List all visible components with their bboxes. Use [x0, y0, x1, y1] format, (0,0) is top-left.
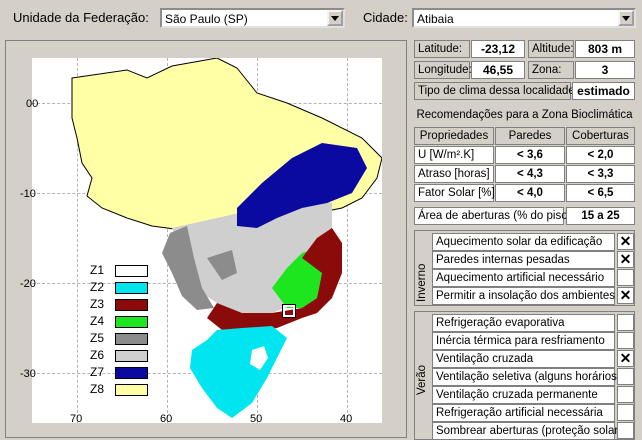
legend-swatch: [115, 265, 148, 277]
lon-tick: 60: [160, 413, 173, 425]
summer-item: Ventilação cruzada permanente: [432, 386, 615, 404]
uf-value: São Paulo (SP): [165, 12, 248, 26]
table-row-roofs: < 2,0: [566, 146, 635, 164]
summer-checkbox[interactable]: [617, 332, 634, 349]
summer-item: Refrigeração artificial necessária: [432, 404, 615, 422]
legend-swatch: [115, 299, 148, 311]
lon-tick: 70: [70, 413, 83, 425]
summer-checkbox[interactable]: [617, 314, 634, 331]
table-row-walls: < 4,3: [495, 165, 565, 183]
lon-tick: 40: [340, 413, 353, 425]
climate-type-value: estimado: [572, 82, 635, 100]
legend-code: Z7: [90, 365, 105, 379]
zone-z5-region: [207, 250, 237, 280]
climate-zone-map: Z1 Z2 Z3 Z4 Z5 Z6 Z7 Z8: [32, 58, 382, 423]
table-row-roofs: < 6,5: [566, 184, 635, 202]
lat-tick: -10: [20, 188, 36, 200]
lat-tick: 00: [26, 98, 39, 110]
summer-checkbox[interactable]: [617, 368, 634, 385]
city-marker: [283, 305, 295, 317]
chevron-down-icon[interactable]: [327, 10, 343, 26]
table-row-prop: U [W/m².K]: [414, 146, 494, 164]
uf-label: Unidade da Federação:: [13, 10, 149, 25]
legend: Z1 Z2 Z3 Z4 Z5 Z6 Z7 Z8: [90, 263, 160, 398]
gridline: [347, 58, 348, 423]
summer-checkbox[interactable]: [617, 386, 634, 403]
zone-z2-region: [190, 326, 287, 418]
summer-checkbox[interactable]: ✕: [617, 350, 634, 367]
lat-tick: -20: [20, 278, 36, 290]
table-row-prop: Fator Solar [%]: [414, 184, 495, 202]
winter-checkbox[interactable]: ✕: [617, 233, 634, 250]
col-header-properties: Propriedades: [414, 127, 494, 145]
longitude-label: Longitude:: [414, 61, 472, 79]
col-header-roofs: Coberturas: [566, 127, 635, 145]
lon-tick: 50: [250, 413, 263, 425]
altitude-value: 803 m: [575, 40, 635, 58]
winter-checkbox[interactable]: ✕: [617, 251, 634, 268]
table-row-roofs: < 3,3: [566, 165, 635, 183]
winter-item: Paredes internas pesadas: [432, 251, 615, 269]
legend-code: Z8: [90, 382, 105, 396]
recommendations-title: Recomendações para a Zona Bioclimática: [414, 107, 635, 125]
summer-item: Sombrear aberturas (proteção solar): [432, 422, 622, 440]
chevron-down-icon[interactable]: [618, 10, 634, 26]
legend-swatch: [115, 350, 148, 362]
legend-code: Z4: [90, 314, 105, 328]
legend-swatch: [115, 316, 148, 328]
winter-checkbox[interactable]: [617, 269, 634, 286]
city-marker-outline: [282, 304, 296, 318]
legend-code: Z6: [90, 348, 105, 362]
brazil-map: [71, 58, 382, 418]
winter-label: Inverno: [416, 263, 428, 302]
zone-z7-region: [237, 143, 367, 228]
zone-z5-region: [162, 226, 214, 310]
openings-value: 15 a 25: [566, 207, 635, 225]
zone-label: Zona:: [528, 61, 574, 79]
table-row-walls: < 3,6: [495, 146, 565, 164]
summer-item: Ventilação seletiva (alguns horários): [432, 368, 621, 386]
zone-value: 3: [575, 61, 635, 79]
zone-z3-region: [207, 228, 342, 333]
altitude-label: Altitude:: [528, 40, 574, 58]
winter-item: Aquecimento artificial necessário: [432, 269, 615, 287]
winter-item: Permitir a insolação dos ambientes: [432, 287, 615, 305]
uf-select[interactable]: São Paulo (SP): [160, 8, 345, 28]
legend-code: Z3: [90, 297, 105, 311]
legend-code: Z5: [90, 331, 105, 345]
longitude-value: 46,55: [471, 61, 525, 79]
summer-checkbox[interactable]: [617, 422, 634, 439]
table-row-walls: < 4,0: [495, 184, 565, 202]
legend-swatch: [115, 282, 148, 294]
summer-checkbox[interactable]: [617, 404, 634, 421]
legend-swatch: [115, 367, 148, 379]
city-label: Cidade:: [363, 10, 408, 25]
latitude-value: -23,12: [471, 40, 525, 58]
legend-code: Z1: [90, 263, 105, 277]
openings-label: Área de aberturas (% do piso): [414, 207, 571, 225]
winter-group: [414, 230, 635, 306]
summer-label: Verão: [416, 364, 428, 395]
legend-code: Z2: [90, 280, 105, 294]
map-panel: [5, 40, 407, 438]
summer-item: Refrigeração evaporativa: [432, 314, 615, 332]
winter-checkbox[interactable]: ✕: [617, 287, 634, 304]
summer-item: Inércia térmica para resfriamento: [432, 332, 615, 350]
gridline: [77, 58, 78, 423]
legend-swatch: [115, 333, 148, 345]
zone-z8-region: [71, 58, 382, 231]
zone-z1-region: [250, 346, 268, 370]
climate-type-label: Tipo de clima dessa localidade: [414, 82, 575, 100]
lat-tick: -30: [20, 368, 36, 380]
summer-item: Ventilação cruzada: [432, 350, 615, 368]
city-select[interactable]: Atibaia: [412, 8, 636, 28]
winter-item: Aquecimento solar da edificação: [432, 233, 615, 251]
table-row-prop: Atraso [horas]: [414, 165, 494, 183]
city-value: Atibaia: [417, 12, 454, 26]
latitude-label: Latitude:: [414, 40, 470, 58]
col-header-walls: Paredes: [495, 127, 565, 145]
legend-swatch: [115, 384, 148, 396]
